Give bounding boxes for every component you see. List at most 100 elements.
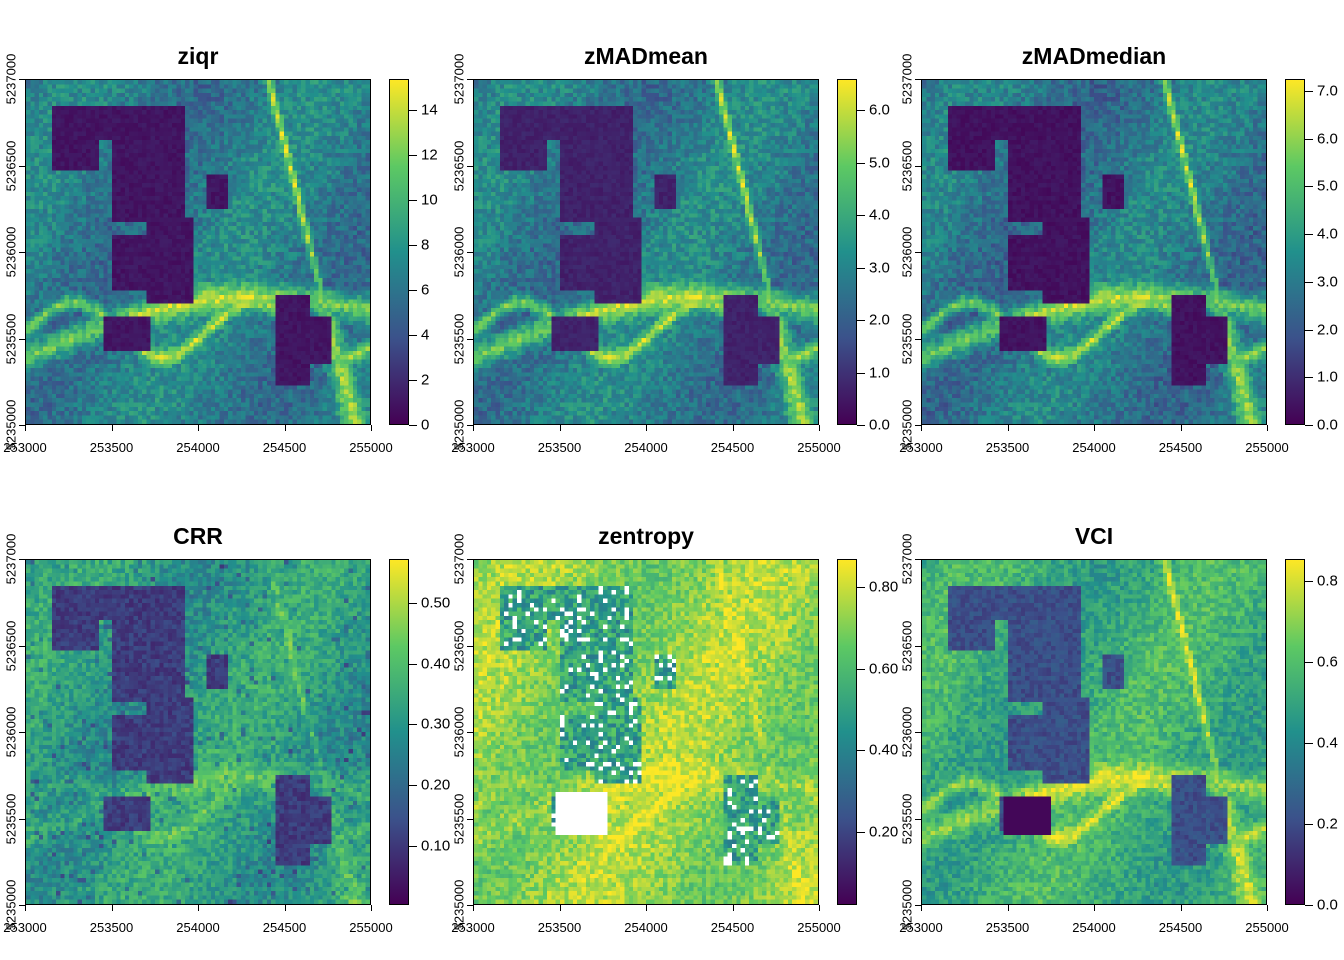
y-axis-tick-label: 5235000 <box>899 879 915 931</box>
legend-tick-label: 0.40 <box>869 741 899 759</box>
x-axis-tick <box>284 425 286 431</box>
y-axis-tick <box>915 165 921 167</box>
y-axis-tick-label: 5236500 <box>3 140 19 191</box>
legend-tick-label: 0.2 <box>1317 815 1338 833</box>
y-axis-tick <box>467 645 473 647</box>
x-axis-tick-label: 253000 <box>451 920 495 935</box>
x-axis-tick <box>1267 905 1268 911</box>
x-axis-tick-label: 255000 <box>1245 440 1289 455</box>
y-axis-tick-label: 5237000 <box>451 533 467 585</box>
x-axis-tick <box>559 425 561 431</box>
color-legend-bar <box>389 79 409 425</box>
x-axis-tick-label: 254500 <box>262 920 307 935</box>
y-axis-tick-label: 5236500 <box>3 620 19 671</box>
y-axis-tick-label: 5236500 <box>451 620 467 671</box>
raster-image <box>25 559 371 905</box>
panel-title: ziqr <box>177 43 219 69</box>
y-axis-tick <box>915 645 921 647</box>
legend-tick <box>409 785 417 787</box>
legend-tick-label: 0.6 <box>1317 653 1338 671</box>
y-axis-tick-label: 5237000 <box>899 53 915 105</box>
legend-tick <box>1305 824 1313 826</box>
y-axis-tick <box>19 818 25 820</box>
x-axis-tick-label: 253000 <box>3 440 47 455</box>
x-axis-tick <box>921 905 922 911</box>
raster-image <box>473 79 819 425</box>
y-axis-tick-label: 5236500 <box>899 140 915 191</box>
legend-tick-label: 0.0 <box>1317 416 1338 434</box>
y-axis-tick-label: 5236500 <box>899 620 915 671</box>
legend-tick <box>1305 234 1313 236</box>
x-axis-tick <box>198 905 199 911</box>
x-axis-tick <box>111 425 113 431</box>
legend-tick-label: 5.0 <box>869 154 890 172</box>
x-axis-tick-label: 255000 <box>349 920 393 935</box>
legend-tick <box>1305 662 1313 664</box>
y-axis-tick <box>19 79 25 80</box>
color-legend-bar <box>837 559 857 905</box>
y-axis-tick-label: 5235500 <box>3 793 19 844</box>
legend-tick <box>409 724 417 726</box>
y-axis-tick-label: 5235500 <box>3 313 19 364</box>
x-axis-tick <box>646 905 647 911</box>
y-axis-tick-label: 5235000 <box>451 399 467 451</box>
x-axis-tick-label: 254000 <box>624 920 668 935</box>
legend-tick-label: 4.0 <box>1317 225 1338 243</box>
y-axis-tick <box>19 732 25 733</box>
y-axis-tick <box>467 818 473 820</box>
y-axis-tick <box>915 559 921 560</box>
y-axis-tick-label: 5235000 <box>3 879 19 931</box>
y-axis-tick <box>467 252 473 253</box>
x-axis-tick <box>921 425 922 431</box>
legend-tick <box>409 290 417 292</box>
x-axis-tick <box>1094 425 1095 431</box>
panel-title: zMADmean <box>584 43 708 69</box>
x-axis-tick <box>819 425 820 431</box>
legend-tick-label: 0.8 <box>1317 572 1338 590</box>
x-axis-tick <box>25 425 26 431</box>
x-axis-tick <box>111 905 113 911</box>
x-axis-tick <box>559 905 561 911</box>
legend-tick <box>409 846 417 848</box>
x-axis-tick <box>473 905 474 911</box>
legend-tick <box>857 425 865 426</box>
legend-tick <box>857 267 865 269</box>
x-axis-tick <box>1180 425 1182 431</box>
x-axis-tick <box>1007 905 1009 911</box>
x-axis-tick-label: 253000 <box>3 920 47 935</box>
y-axis-tick <box>915 338 921 340</box>
legend-tick <box>857 110 865 112</box>
panel-title: VCI <box>1074 523 1114 549</box>
x-axis-tick <box>198 425 199 431</box>
y-axis-tick-label: 5237000 <box>899 533 915 585</box>
y-axis-tick <box>467 559 473 560</box>
legend-tick-label: 4 <box>421 326 430 344</box>
y-axis-tick <box>915 732 921 733</box>
y-axis-tick-label: 5235000 <box>451 879 467 931</box>
y-axis-tick-label: 5236500 <box>451 140 467 191</box>
legend-tick-label: 0.4 <box>1317 734 1338 752</box>
legend-tick <box>409 335 417 337</box>
x-axis-tick-label: 253500 <box>537 920 582 935</box>
legend-tick <box>1305 377 1313 379</box>
y-axis-tick <box>915 252 921 253</box>
legend-tick <box>1305 743 1313 745</box>
y-axis-tick <box>19 905 25 906</box>
y-axis-tick-label: 5236000 <box>451 706 467 758</box>
y-axis-tick <box>915 425 921 426</box>
x-axis-tick-label: 253000 <box>899 920 943 935</box>
x-axis-tick-label: 254000 <box>176 440 220 455</box>
y-axis-tick-label: 5236000 <box>451 226 467 278</box>
x-axis-tick-label: 254500 <box>1158 440 1203 455</box>
legend-tick <box>857 587 865 589</box>
legend-tick <box>1305 90 1313 92</box>
legend-tick-label: 4.0 <box>869 206 890 224</box>
y-axis-tick <box>19 425 25 426</box>
y-axis-tick <box>467 338 473 340</box>
y-axis-tick-label: 5235000 <box>3 399 19 451</box>
legend-tick-label: 2.0 <box>1317 321 1338 339</box>
x-axis-tick <box>646 425 647 431</box>
legend-tick-label: 0.10 <box>421 837 451 855</box>
legend-tick-label: 3.0 <box>1317 273 1338 291</box>
color-legend-bar <box>837 79 857 425</box>
